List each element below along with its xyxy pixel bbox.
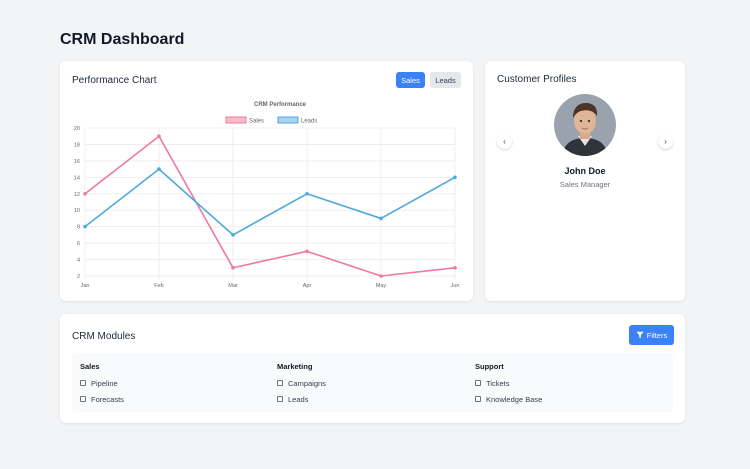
page-title: CRM Dashboard: [60, 31, 185, 48]
module-item-pipeline[interactable]: Pipeline: [80, 378, 124, 388]
data-point-leads: [83, 224, 87, 229]
filters-label: Filters: [646, 330, 668, 340]
checkbox[interactable]: [80, 396, 86, 402]
checkbox[interactable]: [277, 380, 283, 386]
module-item-label: Tickets: [486, 378, 510, 388]
module-item-label: Forecasts: [91, 394, 124, 404]
x-tick-label: Jun: [451, 283, 460, 289]
y-tick-label: 2: [77, 274, 80, 280]
module-item-leads[interactable]: Leads: [277, 394, 326, 404]
checkbox[interactable]: [475, 396, 481, 402]
data-point-sales: [231, 265, 235, 270]
previous-profile-button[interactable]: ‹: [497, 134, 512, 149]
checkbox[interactable]: [80, 380, 86, 386]
chart-title: CRM Performance: [254, 102, 307, 108]
profile-name: John Doe: [564, 166, 606, 176]
next-profile-button[interactable]: ›: [658, 134, 673, 149]
series-line-sales: [84, 135, 456, 277]
y-tick-label: 6: [77, 241, 80, 247]
module-group-heading: Marketing: [277, 362, 313, 371]
module-item-campaigns[interactable]: Campaigns: [277, 378, 326, 388]
module-item-tickets[interactable]: Tickets: [475, 378, 542, 388]
legend-swatch: [277, 116, 299, 124]
module-group-sales: Sales Pipeline Forecasts: [80, 362, 124, 411]
data-point-leads: [157, 167, 161, 171]
y-tick-label: 8: [77, 225, 80, 231]
filters-button[interactable]: Filters: [629, 325, 674, 345]
performance-title: Performance Chart: [72, 75, 157, 86]
module-item-forecasts[interactable]: Forecasts: [80, 394, 124, 404]
customer-profiles-card: Customer Profiles ‹ › John Doe Sales Man…: [485, 61, 685, 301]
y-tick-label: 10: [74, 208, 80, 214]
data-point-sales: [157, 134, 161, 139]
module-item-label: Leads: [288, 394, 309, 404]
checkbox[interactable]: [475, 380, 481, 386]
data-point-leads: [453, 175, 457, 180]
module-group-marketing: Marketing Campaigns Leads: [277, 362, 326, 411]
checkbox[interactable]: [277, 396, 283, 402]
user-portrait-icon: [554, 94, 616, 156]
leads-toggle-button[interactable]: Leads: [430, 72, 461, 88]
module-group-heading: Support: [475, 362, 504, 371]
crm-modules-title: CRM Modules: [72, 331, 136, 342]
y-tick-label: 20: [74, 126, 80, 132]
y-tick-label: 12: [74, 192, 80, 198]
x-tick-label: Mar: [228, 283, 238, 289]
chevron-left-icon: ‹: [503, 137, 506, 146]
sales-toggle-button[interactable]: Sales: [396, 72, 425, 88]
customer-profiles-title: Customer Profiles: [497, 74, 577, 85]
chevron-right-icon: ›: [664, 137, 667, 146]
x-tick-label: May: [376, 283, 387, 289]
y-tick-label: 4: [77, 258, 80, 264]
data-point-sales: [83, 191, 87, 196]
data-point-sales: [305, 249, 309, 254]
performance-card: Performance Chart Sales Leads CRM Perfor…: [60, 61, 473, 301]
data-point-sales: [379, 274, 383, 278]
y-tick-label: 18: [74, 142, 80, 148]
module-group-support: Support Tickets Knowledge Base: [475, 362, 542, 411]
legend-swatch: [225, 116, 247, 124]
module-item-label: Campaigns: [288, 378, 326, 388]
filter-icon: [636, 331, 644, 339]
module-group-heading: Sales: [80, 362, 100, 371]
legend-label: Leads: [301, 119, 317, 125]
x-tick-label: Apr: [303, 283, 312, 289]
module-item-knowledge-base[interactable]: Knowledge Base: [475, 394, 543, 404]
crm-modules-card: CRM Modules Filters Sales Pipeline Forec…: [60, 314, 685, 423]
data-point-leads: [305, 191, 309, 196]
x-tick-label: Jan: [81, 283, 90, 289]
avatar: [554, 94, 616, 156]
data-point-leads: [379, 216, 383, 221]
y-tick-label: 16: [74, 159, 80, 165]
legend-label: Sales: [249, 119, 264, 125]
module-item-label: Pipeline: [91, 378, 118, 388]
data-point-leads: [231, 233, 235, 237]
data-point-sales: [453, 265, 457, 270]
performance-line-chart: CRM Performance Sales Leads 2 4 6 8 10 12 14 16 18 2…: [74, 102, 460, 289]
y-tick-label: 14: [74, 175, 80, 181]
modules-panel: Sales Pipeline Forecasts Marketing Campa…: [72, 353, 673, 412]
profile-role: Sales Manager: [559, 180, 611, 189]
series-line-leads: [84, 168, 456, 236]
module-item-label: Knowledge Base: [486, 394, 543, 404]
x-tick-label: Feb: [154, 283, 163, 289]
